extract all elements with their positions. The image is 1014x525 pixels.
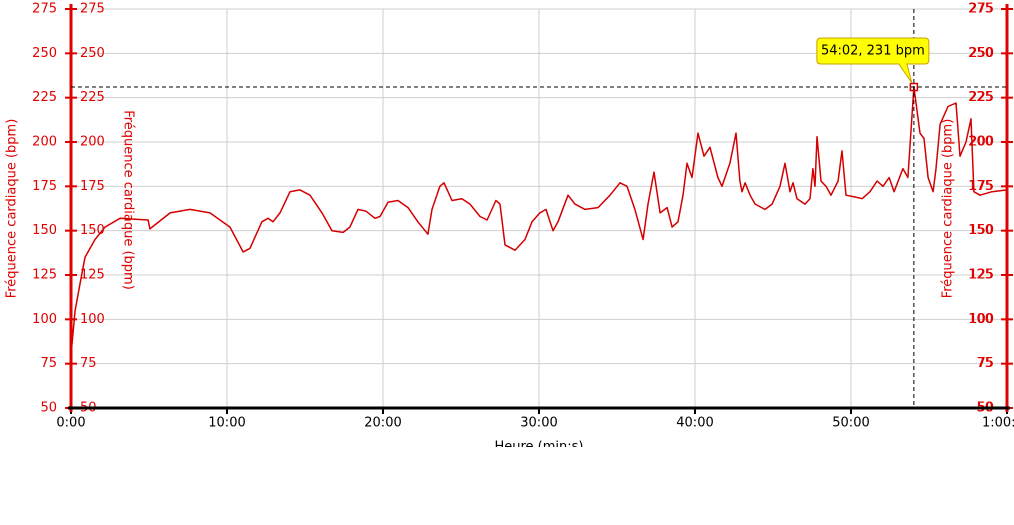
x-tick-label: 30:00	[520, 416, 557, 431]
y-tick-label: 250	[969, 46, 994, 61]
y-tick-label: 75	[80, 356, 97, 371]
y-tick-label: 150	[80, 223, 105, 238]
tooltip-text: 54:02, 231 bpm	[821, 44, 925, 59]
y-tick-label: 150	[968, 223, 993, 238]
y-tick-label: 175	[32, 179, 57, 194]
heart-rate-line	[70, 86, 1008, 355]
y-tick-label: 225	[32, 90, 57, 105]
y-tick-label: 225	[968, 90, 993, 105]
y-tick-label: 125	[968, 268, 993, 283]
y-axis-title: Fréquence cardiaque (bpm)	[5, 119, 20, 299]
y-tick-label: 125	[969, 268, 994, 283]
y-axis-title: Fréquence cardiaque (bpm)	[121, 110, 136, 290]
y-tick-label: 275	[968, 2, 993, 17]
y-tick-label: 100	[969, 312, 994, 327]
y-tick-label: 100	[32, 312, 57, 327]
y-tick-label: 75	[977, 356, 994, 371]
x-tick-label: 10:00	[208, 416, 245, 431]
y-tick-label: 100	[968, 312, 993, 327]
y-tick-label: 250	[80, 46, 105, 61]
x-tick-label: 1:00:00	[982, 416, 1014, 431]
y-tick-label: 200	[968, 135, 993, 150]
y-tick-label: 200	[969, 135, 994, 150]
y-tick-label: 50	[40, 401, 57, 416]
y-tick-label: 175	[80, 179, 105, 194]
x-tick-label: 20:00	[364, 416, 401, 431]
y-tick-label: 150	[969, 223, 994, 238]
y-tick-label: 100	[80, 312, 105, 327]
marker	[909, 82, 919, 92]
x-tick-label: 50:00	[832, 416, 869, 431]
y-tick-label: 75	[40, 356, 57, 371]
y-tick-label: 225	[80, 90, 105, 105]
y-tick-label: 125	[80, 268, 105, 283]
y-tick-label: 275	[969, 2, 994, 17]
y-tick-label: 250	[968, 46, 993, 61]
y-tick-label: 125	[32, 268, 57, 283]
y-tick-label: 75	[976, 356, 993, 371]
x-tick-label: 40:00	[676, 416, 713, 431]
y-tick-label: 200	[80, 135, 105, 150]
y-tick-label: 275	[32, 2, 57, 17]
y-tick-label: 150	[32, 223, 57, 238]
x-tick-label: 0:00	[56, 416, 85, 431]
y2-axis-title: Fréquence cardiaque (bpm)	[941, 119, 956, 299]
y-tick-label: 200	[32, 135, 57, 150]
y-tick-label: 250	[32, 46, 57, 61]
tooltip-box	[816, 37, 930, 84]
y-tick-label: 225	[969, 90, 994, 105]
x-axis-title: Heure (min:s)	[494, 440, 583, 455]
y-tick-label: 275	[80, 2, 105, 17]
y-tick-label: 175	[969, 179, 994, 194]
